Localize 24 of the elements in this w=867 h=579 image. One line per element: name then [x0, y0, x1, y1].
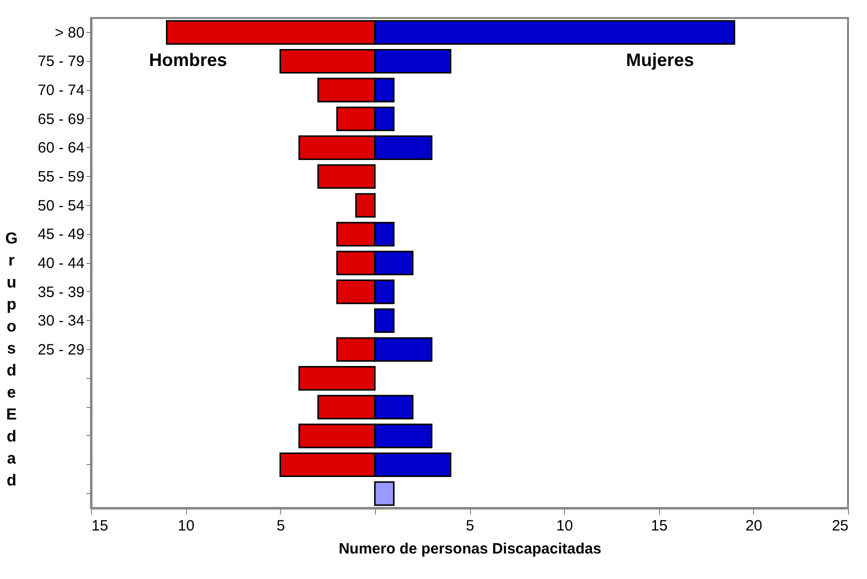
- y-tick-label: 30 - 34: [38, 312, 84, 330]
- x-tick-label: 15: [92, 518, 108, 534]
- y-tick-label: 65 - 69: [38, 110, 84, 128]
- x-axis-title: Numero de personas Discapacitadas: [338, 540, 602, 558]
- x-tick-label: 20: [746, 518, 762, 534]
- y-tick-label: 45 - 49: [38, 226, 84, 244]
- x-tick-label: 10: [556, 518, 573, 534]
- x-tick-label: 10: [178, 518, 194, 534]
- x-tick-label: 5: [466, 518, 474, 534]
- y-tick-label: 40 - 44: [38, 255, 84, 272]
- y-tick-label: 55 - 59: [38, 168, 84, 186]
- y-tick-label: 50 - 54: [38, 197, 84, 214]
- y-tick-label: 60 - 64: [38, 140, 84, 157]
- series-label: Hombres: [148, 50, 228, 70]
- y-tick-label: 25 - 29: [38, 341, 84, 358]
- x-tick-label: 25: [832, 518, 848, 534]
- x-tick-label: 15: [650, 518, 668, 534]
- x-tick-label: 5: [276, 518, 285, 534]
- y-tick-label: > 80: [54, 24, 84, 42]
- y-tick-label: 35 - 39: [38, 284, 84, 301]
- text: Grupos de Edad: [5, 230, 18, 490]
- y-tick-label: 75 - 79: [38, 53, 84, 70]
- series-label: Mujeres: [626, 50, 694, 70]
- y-tick-label: 70 - 74: [38, 82, 84, 100]
